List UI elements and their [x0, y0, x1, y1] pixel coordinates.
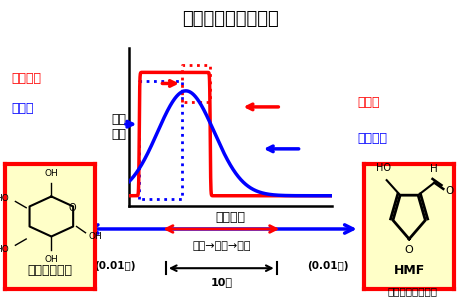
- Text: 副反応: 副反応: [12, 102, 34, 115]
- Text: OH: OH: [88, 232, 102, 241]
- Text: OH: OH: [44, 169, 58, 178]
- Text: (0.01秒): (0.01秒): [307, 261, 349, 271]
- Text: OH: OH: [44, 255, 58, 264]
- Y-axis label: 反応
温度: 反応 温度: [111, 113, 126, 141]
- Text: H: H: [431, 164, 438, 174]
- Text: HMF: HMF: [394, 263, 425, 277]
- Text: 10秒: 10秒: [210, 277, 232, 287]
- Text: 高収率・高選択率: 高収率・高選択率: [388, 286, 437, 297]
- X-axis label: 反応時間: 反応時間: [215, 211, 246, 224]
- Text: 目的反応: 目的反応: [12, 72, 41, 86]
- Text: HO: HO: [0, 194, 9, 204]
- Text: 流通式: 流通式: [357, 96, 380, 109]
- Text: O: O: [445, 187, 453, 196]
- Text: O: O: [68, 203, 76, 213]
- Text: (0.01秒): (0.01秒): [94, 261, 136, 271]
- Text: O: O: [405, 245, 414, 255]
- Text: 反応温度の時間変化: 反応温度の時間変化: [182, 10, 279, 28]
- Text: HO: HO: [0, 244, 9, 254]
- Text: HO: HO: [377, 163, 391, 173]
- Text: 加熱→反応→冷却: 加熱→反応→冷却: [192, 241, 250, 251]
- Text: バッチ式: バッチ式: [357, 132, 387, 145]
- Text: グルコース等: グルコース等: [27, 263, 72, 277]
